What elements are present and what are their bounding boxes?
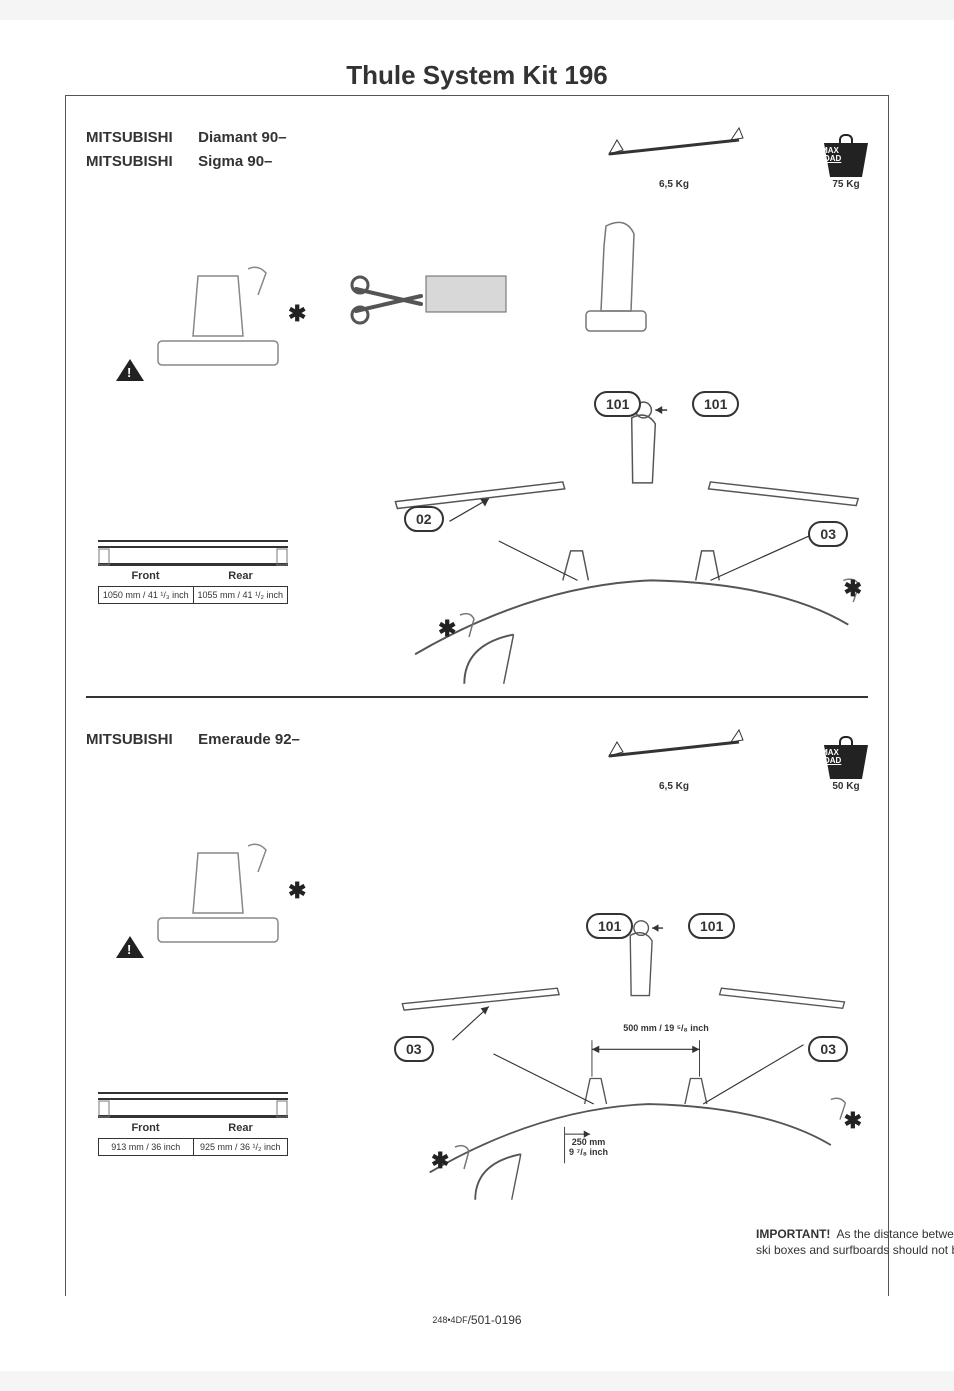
vehicle-list: MITSUBISHI Diamant 90– MITSUBISHI Sigma … — [86, 126, 287, 174]
footer-prefix: 248•4DF — [432, 1315, 467, 1325]
model: Emeraude 92– — [198, 731, 300, 748]
callout-03: 03 — [808, 521, 848, 547]
scissors-illustration — [346, 271, 516, 341]
section-emeraude: MITSUBISHI Emeraude 92– 6,5 Kg MAX LO — [66, 698, 888, 1298]
rack-icon — [604, 126, 744, 176]
load-label: LOAD — [819, 154, 842, 163]
max-load-value: 50 Kg — [832, 781, 859, 792]
callout-101: 101 — [692, 391, 739, 417]
clamp-mini-icon — [95, 547, 113, 571]
bar-length-table: Front Rear 913 mm / 36 inch 925 mm / 36 … — [98, 1068, 288, 1156]
vehicle-line: MITSUBISHI Diamant 90– — [86, 126, 287, 150]
callout-03: 03 — [394, 1036, 434, 1062]
asterisk-icon: ✱ — [844, 576, 862, 602]
pad-icon — [451, 1143, 473, 1173]
vehicle-list: MITSUBISHI Emeraude 92– — [86, 728, 300, 752]
footer-main: /501-0196 — [468, 1313, 522, 1327]
callout-02: 02 — [404, 506, 444, 532]
dimension-250: 250 mm 9 ⁷/₈ inch — [561, 1138, 616, 1158]
clamp-mini-icon — [95, 1099, 113, 1123]
roof-diagram: 101 101 03 03 500 mm / 19 ⁵/₈ inch 250 m… — [356, 908, 868, 1218]
make: MITSUBISHI — [86, 150, 194, 174]
important-note: IMPORTANT! As the distance between the l… — [756, 1226, 954, 1258]
model: Sigma 90– — [198, 153, 272, 170]
clamp-figure: ✱ — [116, 838, 298, 963]
clamp-illustration — [148, 261, 298, 381]
make: MITSUBISHI — [86, 728, 194, 752]
warning-icon — [116, 936, 144, 958]
rack-weight: 6,5 Kg — [604, 728, 744, 792]
max-load-badge: MAX LOAD 75 Kg — [824, 134, 868, 190]
clamp-mini-icon — [273, 1099, 291, 1123]
callout-101: 101 — [586, 913, 633, 939]
front-value: 913 mm / 36 inch — [99, 1139, 194, 1155]
important-label: IMPORTANT! — [756, 1227, 830, 1241]
rack-weight: 6,5 Kg — [604, 126, 744, 190]
make: MITSUBISHI — [86, 126, 194, 150]
weight-area: 6,5 Kg MAX LOAD 75 Kg — [604, 126, 868, 190]
clamp-upright-figure — [576, 216, 656, 351]
clamp-mini-icon — [273, 547, 291, 571]
clamp-upright-illustration — [576, 216, 656, 346]
rear-value: 1055 mm / 41 ¹/₂ inch — [194, 587, 288, 603]
rack-weight-value: 6,5 Kg — [604, 781, 744, 792]
weight-area: 6,5 Kg MAX LOAD 50 Kg — [604, 728, 868, 792]
rack-icon — [604, 728, 744, 778]
asterisk-icon: ✱ — [438, 616, 456, 642]
vehicle-line: MITSUBISHI Sigma 90– — [86, 150, 287, 174]
asterisk-icon: ✱ — [288, 301, 306, 327]
model: Diamant 90– — [198, 129, 286, 146]
max-load-badge: MAX LOAD 50 Kg — [824, 736, 868, 792]
content-frame: MITSUBISHI Diamant 90– MITSUBISHI Sigma … — [65, 95, 889, 1296]
vehicle-line: MITSUBISHI Emeraude 92– — [86, 728, 300, 752]
scissors-figure — [346, 271, 516, 346]
roof-diagram: 101 101 02 03 ✱ ✱ — [356, 386, 868, 696]
rack-weight-value: 6,5 Kg — [604, 179, 744, 190]
asterisk-icon: ✱ — [844, 1108, 862, 1134]
clamp-figure: ✱ — [116, 261, 298, 386]
pad-icon — [456, 611, 478, 641]
front-value: 1050 mm / 41 ¹/₃ inch — [99, 587, 194, 603]
dimension-500: 500 mm / 19 ⁵/₈ inch — [586, 1023, 746, 1033]
section-diamant-sigma: MITSUBISHI Diamant 90– MITSUBISHI Sigma … — [66, 96, 888, 696]
callout-03: 03 — [808, 1036, 848, 1062]
max-load-value: 75 Kg — [832, 179, 859, 190]
callout-101: 101 — [688, 913, 735, 939]
callout-101: 101 — [594, 391, 641, 417]
load-label: LOAD — [819, 756, 842, 765]
footer-code: 248•4DF/501-0196 — [0, 1313, 954, 1327]
asterisk-icon: ✱ — [288, 878, 306, 904]
bar-length-table: Front Rear 1050 mm / 41 ¹/₃ inch 1055 mm… — [98, 516, 288, 604]
roof-illustration — [356, 386, 868, 696]
warning-icon — [116, 359, 144, 381]
clamp-illustration — [148, 838, 298, 958]
rear-value: 925 mm / 36 ¹/₂ inch — [194, 1139, 288, 1155]
page: Thule System Kit 196 MITSUBISHI Diamant … — [0, 20, 954, 1371]
asterisk-icon: ✱ — [431, 1148, 449, 1174]
page-title: Thule System Kit 196 — [0, 20, 954, 91]
